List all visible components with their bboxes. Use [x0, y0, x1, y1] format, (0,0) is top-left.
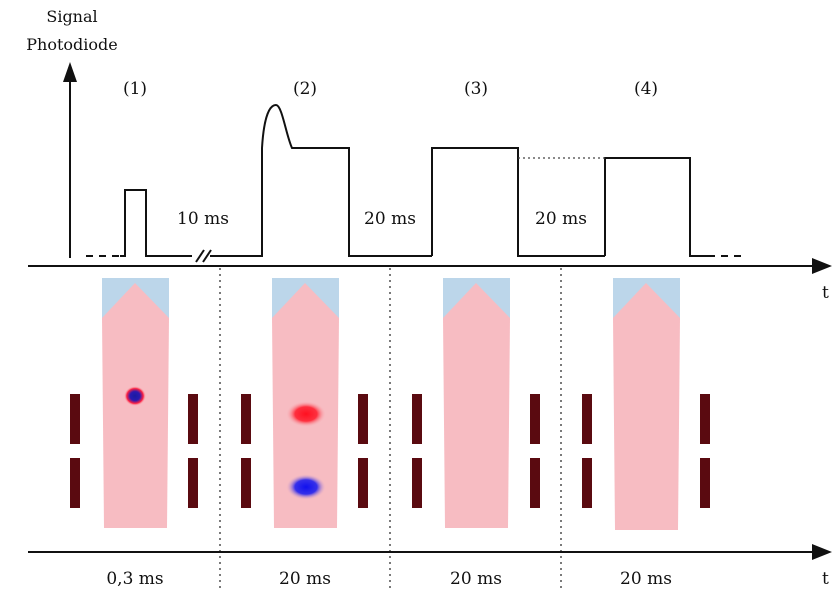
y-axis-arrowhead: [63, 62, 77, 82]
duration-label-3: 20 ms: [450, 569, 502, 589]
electrode-1-right-top: [188, 394, 198, 444]
electrode-2-left-bottom: [241, 458, 251, 508]
signal-trace-pulse-3: [431, 147, 605, 257]
electrode-1-left-bottom: [70, 458, 80, 508]
gap-label-1: 10 ms: [177, 209, 229, 229]
electrode-3-left-top: [412, 394, 422, 444]
time-axis-top-arrowhead: [812, 258, 832, 274]
phase-label-2: (2): [293, 79, 317, 99]
electrode-3-left-bottom: [412, 458, 422, 508]
axis-break-mark-a: [195, 249, 205, 263]
phase-label-4: (4): [634, 79, 658, 99]
phase-label-3: (3): [464, 79, 488, 99]
duration-label-4: 20 ms: [620, 569, 672, 589]
ion-cloud-negative: [286, 474, 326, 500]
gap-label-2: 20 ms: [364, 209, 416, 229]
panel-1: [70, 278, 198, 528]
gap-label-3: 20 ms: [535, 209, 587, 229]
phase-label-1: (1): [123, 79, 147, 99]
axis-break-mark-b: [202, 249, 212, 263]
electrode-4-right-bottom: [700, 458, 710, 508]
electrode-1-right-bottom: [188, 458, 198, 508]
electrode-4-right-top: [700, 394, 710, 444]
electrode-1-left-top: [70, 394, 80, 444]
y-axis-label-line2: Photodiode: [26, 35, 117, 54]
electrode-4-left-top: [582, 394, 592, 444]
electrode-2-right-top: [358, 394, 368, 444]
panel-4: [582, 278, 710, 530]
time-axis-top-label: t: [822, 283, 829, 303]
time-axis-bottom-arrowhead: [812, 544, 832, 560]
laser-beam-4: [613, 283, 680, 530]
signal-trace-pulse-4: [604, 157, 708, 257]
duration-label-1: 0,3 ms: [106, 569, 163, 589]
laser-beam-3: [443, 283, 510, 528]
ion-cloud-positive: [286, 401, 326, 427]
electrode-3-right-bottom: [530, 458, 540, 508]
y-axis-label-line1: Signal: [46, 7, 97, 26]
electrode-2-right-bottom: [358, 458, 368, 508]
electrode-2-left-top: [241, 394, 251, 444]
ion-cloud-mixed: [124, 386, 146, 406]
signal-trace-pulse-2: [210, 103, 432, 257]
duration-label-2: 20 ms: [279, 569, 331, 589]
panel-2: [241, 278, 368, 528]
signal-trace-pulse-1: [120, 189, 192, 257]
electrode-4-left-bottom: [582, 458, 592, 508]
time-axis-bottom-label: t: [822, 569, 829, 589]
panel-3: [412, 278, 540, 528]
electrode-3-right-top: [530, 394, 540, 444]
